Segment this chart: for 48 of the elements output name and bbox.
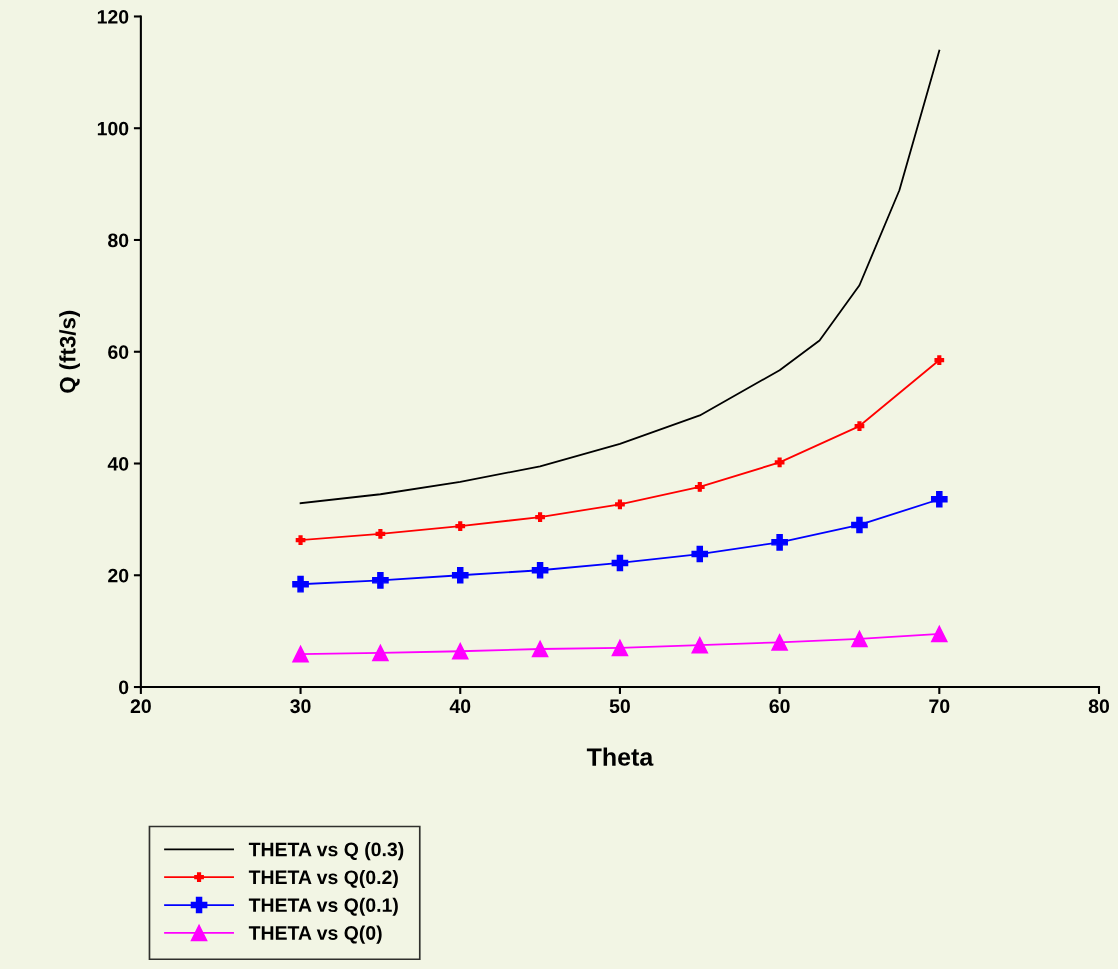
point (535, 512, 545, 523)
point (851, 516, 868, 534)
point (372, 644, 389, 662)
y-tick-label: 60 (108, 345, 129, 359)
point (292, 575, 309, 593)
x-tick-label: 60 (769, 699, 790, 714)
point (375, 529, 386, 539)
y-tick-label: 40 (107, 456, 129, 471)
legend-label: THETA vs Q(0.2) (248, 869, 398, 889)
x-tick-label: 70 (929, 699, 950, 714)
point (774, 457, 785, 468)
point (615, 499, 625, 510)
point (771, 533, 788, 551)
point (451, 642, 469, 660)
point (531, 561, 549, 579)
point (691, 636, 709, 654)
point (691, 545, 709, 563)
y-tick-label: 20 (108, 568, 129, 583)
y-tick-label: 120 (97, 9, 129, 24)
point (930, 490, 948, 508)
point (451, 566, 469, 584)
y-tick-label: 80 (108, 233, 129, 248)
y-axis-title: Q (ft3/s) (59, 310, 80, 393)
point (531, 640, 549, 658)
x-tick-label: 30 (290, 699, 311, 714)
point (694, 482, 705, 492)
legend-label: THETA vs Q(0) (248, 925, 382, 944)
x-axis-title: Theta (586, 747, 654, 766)
y-tick-label: 0 (119, 680, 129, 695)
point (611, 639, 629, 657)
point (611, 554, 629, 572)
point (771, 633, 788, 651)
point (455, 521, 466, 531)
legend-label: THETA vs Q (0.3) (248, 842, 404, 861)
point (930, 625, 948, 643)
point (851, 630, 868, 648)
x-tick-label: 40 (449, 699, 471, 714)
line-series (299, 49, 941, 505)
point (292, 645, 309, 663)
x-tick-label: 80 (1088, 699, 1110, 714)
point (372, 571, 389, 589)
x-tick-label: 50 (609, 699, 630, 714)
point (934, 355, 945, 365)
x-tick-label: 20 (130, 699, 151, 714)
point (854, 421, 865, 431)
legend-label: THETA vs Q(0.1) (248, 897, 398, 916)
point (295, 535, 306, 545)
y-tick-label: 100 (97, 121, 129, 136)
